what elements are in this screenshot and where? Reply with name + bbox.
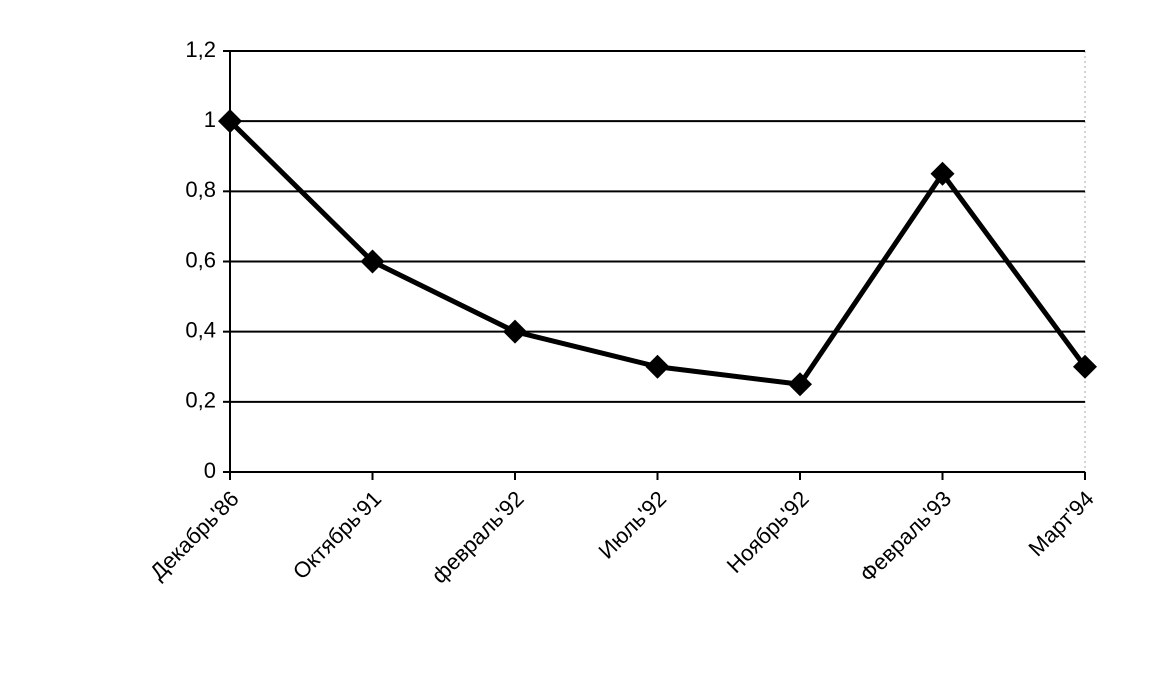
x-tick-label: февраль'92 <box>426 486 528 588</box>
x-tick-label: Ноябрь'92 <box>722 486 814 578</box>
y-tick-label: 0 <box>204 458 216 483</box>
x-tick-label: Октябрь'91 <box>288 486 386 584</box>
marker <box>645 354 670 379</box>
marker <box>930 161 955 186</box>
x-tick-label: Февраль'93 <box>855 486 956 587</box>
x-tick-label: Декабрь'86 <box>145 486 244 585</box>
series-line <box>228 119 1088 387</box>
y-tick-label: 0,6 <box>185 247 216 272</box>
marker <box>360 249 385 274</box>
y-tick-label: 0,2 <box>185 388 216 413</box>
y-tick-label: 0,8 <box>185 177 216 202</box>
marker <box>218 109 242 134</box>
marker <box>503 319 527 344</box>
marker <box>788 372 812 397</box>
y-tick-label: 0,4 <box>185 317 216 342</box>
marker <box>1073 354 1097 379</box>
x-tick-label: Март'94 <box>1023 486 1098 561</box>
x-tick-label: Июль'92 <box>593 486 671 564</box>
y-tick-label: 1,2 <box>185 37 216 62</box>
y-tick-label: 1 <box>204 107 216 132</box>
